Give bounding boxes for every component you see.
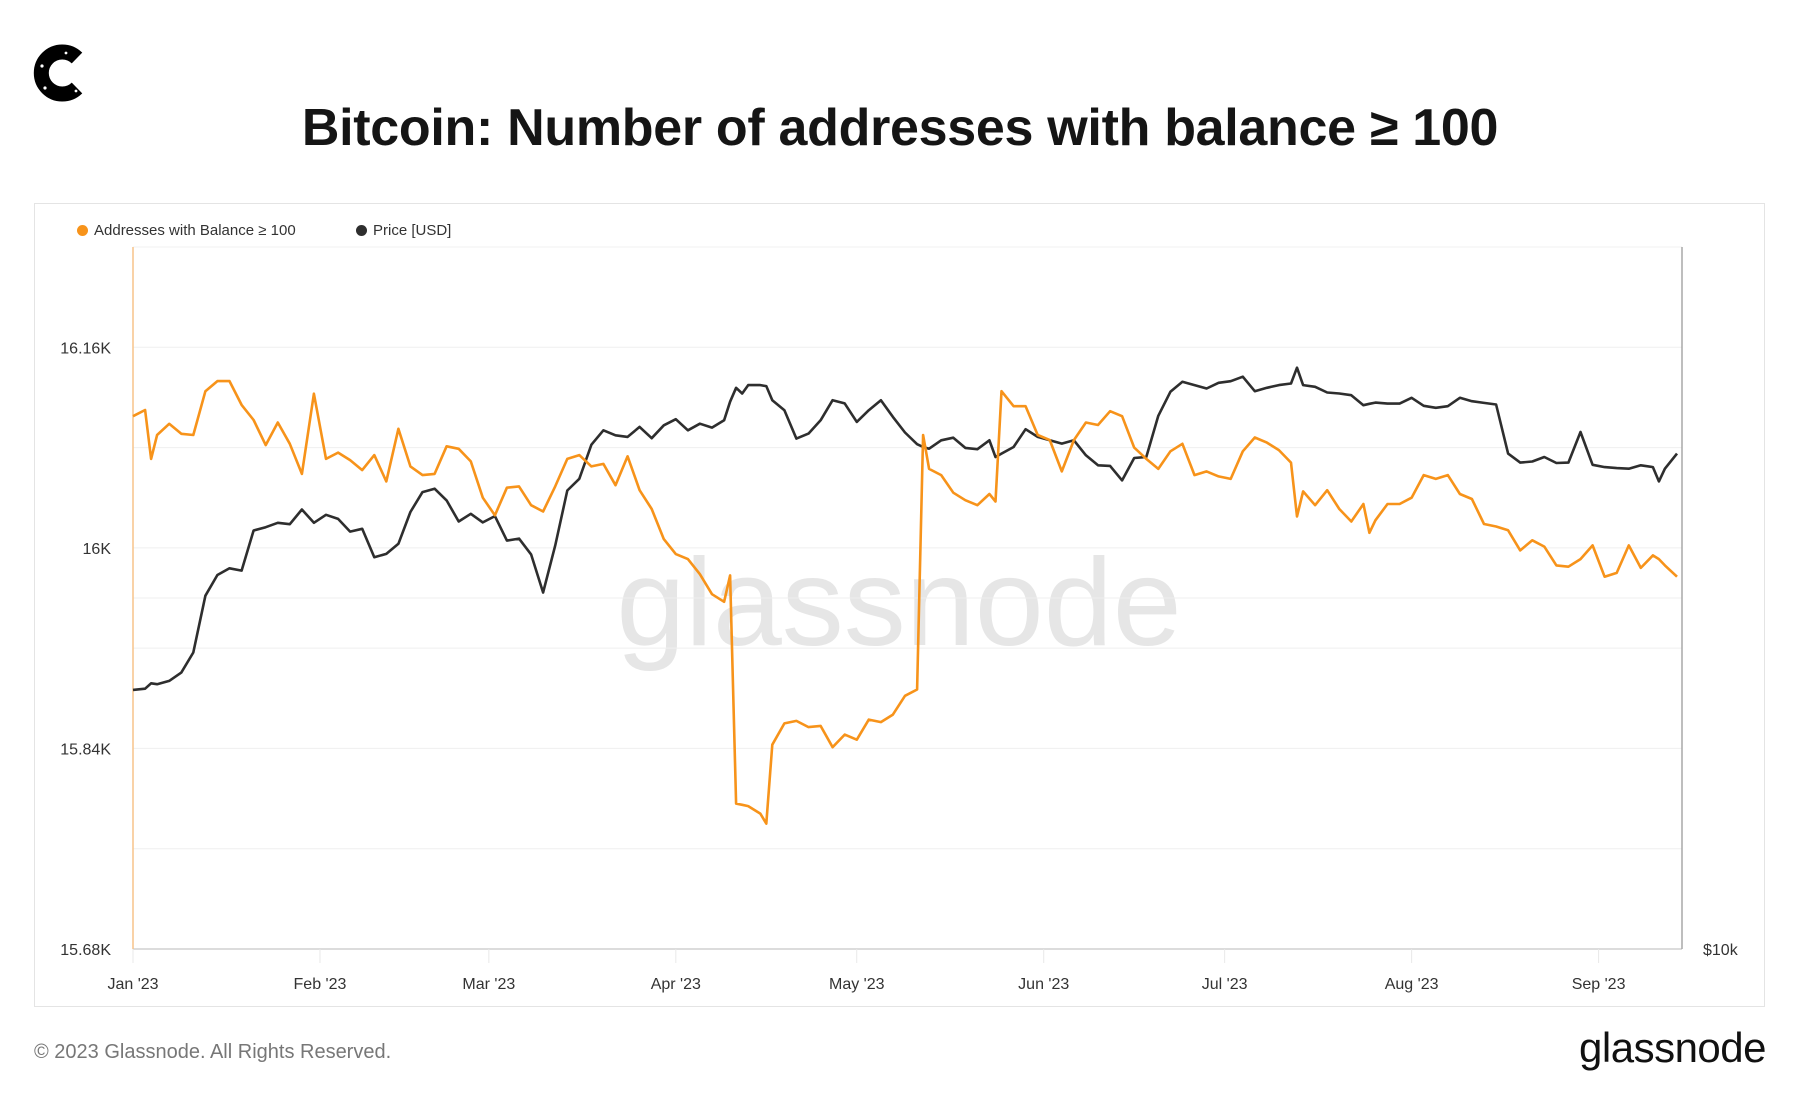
y-tick-label: 15.84K <box>60 741 111 758</box>
y-right-tick-label: $10k <box>1703 942 1739 959</box>
x-tick-label: May '23 <box>829 976 885 993</box>
y-tick-label: 16K <box>83 541 112 558</box>
x-tick-label: Feb '23 <box>294 976 347 993</box>
glassnode-logo: glassnode <box>1579 1024 1766 1071</box>
legend-dot-icon <box>356 225 367 236</box>
watermark: glassnode <box>616 534 1181 672</box>
legend-dot-icon <box>77 225 88 236</box>
y-tick-label: 15.68K <box>60 942 111 959</box>
legend-label: Addresses with Balance ≥ 100 <box>94 222 296 239</box>
x-tick-label: Jul '23 <box>1202 976 1248 993</box>
x-tick-label: Jan '23 <box>107 976 158 993</box>
copyright-text: © 2023 Glassnode. All Rights Reserved. <box>34 1041 392 1063</box>
series-line-price <box>132 366 1679 692</box>
c-logo-icon <box>33 44 83 102</box>
x-tick-label: Jun '23 <box>1018 976 1069 993</box>
chart-card <box>34 203 1765 1007</box>
x-tick-label: Aug '23 <box>1385 976 1439 993</box>
x-tick-label: Sep '23 <box>1572 976 1626 993</box>
x-tick-label: Mar '23 <box>462 976 515 993</box>
legend-label: Price [USD] <box>373 222 452 239</box>
legend-item-price[interactable]: Price [USD] <box>356 222 451 239</box>
legend-item-addresses[interactable]: Addresses with Balance ≥ 100 <box>77 222 296 239</box>
y-tick-label: 16.16K <box>60 340 111 357</box>
page-title: Bitcoin: Number of addresses with balanc… <box>301 99 1499 157</box>
series-line-addresses <box>132 379 1678 825</box>
x-tick-label: Apr '23 <box>651 976 701 993</box>
